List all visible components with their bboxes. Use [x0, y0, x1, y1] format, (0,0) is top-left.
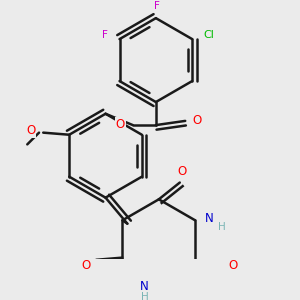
Text: O: O — [81, 259, 90, 272]
Text: O: O — [228, 259, 238, 272]
Text: Cl: Cl — [203, 30, 214, 40]
Text: O: O — [26, 124, 35, 137]
Text: N: N — [205, 212, 214, 225]
Text: O: O — [178, 165, 187, 178]
Text: H: H — [141, 292, 148, 300]
Text: F: F — [154, 1, 160, 10]
Text: O: O — [116, 118, 125, 131]
Text: O: O — [192, 114, 202, 127]
Text: H: H — [218, 222, 226, 232]
Text: N: N — [140, 280, 149, 293]
Text: F: F — [102, 30, 108, 40]
